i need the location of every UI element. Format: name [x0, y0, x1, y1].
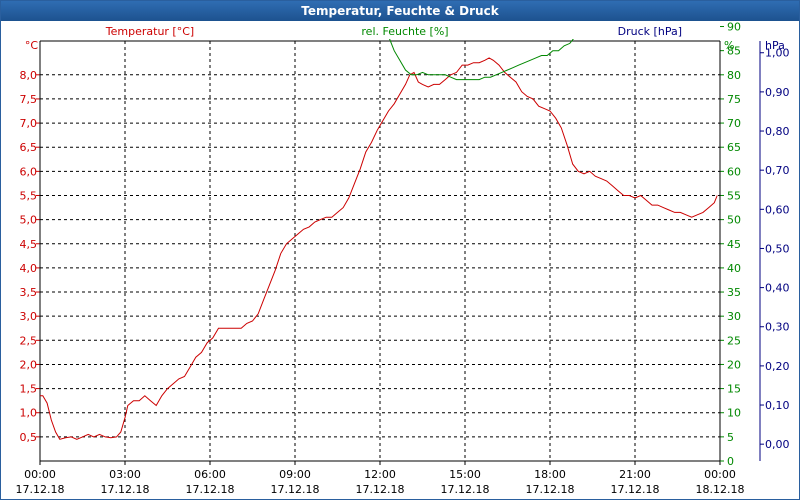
window-title: Temperatur, Feuchte & Druck — [1, 1, 799, 21]
x-tick-date: 17.12.18 — [611, 483, 660, 496]
x-tick-date: 17.12.18 — [16, 483, 65, 496]
temperature-tick-label: 2,5 — [20, 334, 38, 347]
x-tick-time: 12:00 — [364, 468, 396, 481]
x-tick-time: 00:00 — [24, 468, 56, 481]
humidity-tick-label: 90 — [727, 21, 741, 34]
axis-title-pressure: Druck [hPa] — [618, 25, 682, 38]
temperature-tick-label: 7,5 — [20, 93, 38, 106]
grid — [40, 41, 720, 461]
humidity-tick-label: 45 — [727, 238, 741, 251]
series-layer — [40, 39, 718, 440]
humidity-tick-label: 15 — [727, 383, 741, 396]
humidity-tick-label: 85 — [727, 45, 741, 58]
x-tick-time: 00:00 — [704, 468, 736, 481]
x-tick-date: 17.12.18 — [186, 483, 235, 496]
axes: 00:00 17.12.18 03:00 17.12.18 06:00 17.12.18 0… — [16, 21, 790, 496]
temperature-tick-label: 3,0 — [20, 310, 38, 323]
temperature-tick-label: 1,5 — [20, 383, 38, 396]
pressure-tick-label: 0,80 — [765, 125, 790, 138]
chart-canvas: 00:00 17.12.18 03:00 17.12.18 06:00 17.12.18 0… — [16, 21, 790, 496]
pressure-unit-label: hPa — [765, 39, 785, 52]
temperature-series-line — [40, 57, 718, 440]
humidity-tick-label: 55 — [727, 189, 741, 202]
temperature-tick-label: 6,0 — [20, 165, 38, 178]
temperature-tick-label: 6,5 — [20, 141, 38, 154]
temperature-tick-label: 4,5 — [20, 238, 38, 251]
humidity-tick-label: 65 — [727, 141, 741, 154]
humidity-tick-label: 60 — [727, 165, 741, 178]
pressure-tick-label: 1,00 — [765, 47, 790, 60]
temperature-tick-label: 5,5 — [20, 189, 38, 202]
x-tick-time: 21:00 — [619, 468, 651, 481]
humidity-tick-label: 75 — [727, 93, 741, 106]
humidity-tick-label: 0 — [727, 455, 734, 468]
humidity-tick-label: 70 — [727, 117, 741, 130]
pressure-tick-label: 0,50 — [765, 242, 790, 255]
temperature-tick-label: 4,0 — [20, 262, 38, 275]
humidity-tick-label: 35 — [727, 286, 741, 299]
x-tick-time: 06:00 — [194, 468, 226, 481]
pressure-tick-label: 0,20 — [765, 360, 790, 373]
humidity-tick-label: 40 — [727, 262, 741, 275]
temperature-tick-label: 8,0 — [20, 69, 38, 82]
x-tick-time: 18:00 — [534, 468, 566, 481]
pressure-tick-label: 0,40 — [765, 282, 790, 295]
x-tick-date: 17.12.18 — [101, 483, 150, 496]
x-tick-date: 18.12.18 — [696, 483, 745, 496]
pressure-tick-label: 0,00 — [765, 438, 790, 451]
axis-title-temperature: Temperatur [°C] — [105, 25, 194, 38]
pressure-tick-label: 0,70 — [765, 164, 790, 177]
humidity-tick-label: 5 — [727, 431, 734, 444]
humidity-tick-label: 20 — [727, 358, 741, 371]
humidity-tick-label: 50 — [727, 214, 741, 227]
pressure-tick-label: 0,60 — [765, 203, 790, 216]
x-tick-time: 03:00 — [109, 468, 141, 481]
temperature-tick-label: 1,0 — [20, 407, 38, 420]
temperature-tick-label: 5,0 — [20, 214, 38, 227]
humidity-tick-label: 10 — [727, 407, 741, 420]
temperature-tick-label: 3,5 — [20, 286, 38, 299]
temperature-tick-label: 2,0 — [20, 358, 38, 371]
temperature-unit-label: °C — [25, 39, 39, 52]
humidity-unit-label: % — [724, 39, 734, 52]
x-tick-date: 17.12.18 — [271, 483, 320, 496]
axis-title-humidity: rel. Feuchte [%] — [361, 25, 448, 38]
x-tick-date: 17.12.18 — [441, 483, 490, 496]
pressure-tick-label: 0,30 — [765, 321, 790, 334]
humidity-tick-label: 25 — [727, 334, 741, 347]
pressure-tick-label: 0,10 — [765, 399, 790, 412]
temperature-tick-label: 7,0 — [20, 117, 38, 130]
x-tick-time: 09:00 — [279, 468, 311, 481]
humidity-tick-label: 80 — [727, 69, 741, 82]
humidity-tick-label: 30 — [727, 310, 741, 323]
x-tick-date: 17.12.18 — [526, 483, 575, 496]
pressure-tick-label: 0,90 — [765, 86, 790, 99]
x-tick-date: 17.12.18 — [356, 483, 405, 496]
temperature-tick-label: 0,5 — [20, 431, 38, 444]
x-tick-time: 15:00 — [449, 468, 481, 481]
humidity-series-line — [389, 39, 574, 81]
